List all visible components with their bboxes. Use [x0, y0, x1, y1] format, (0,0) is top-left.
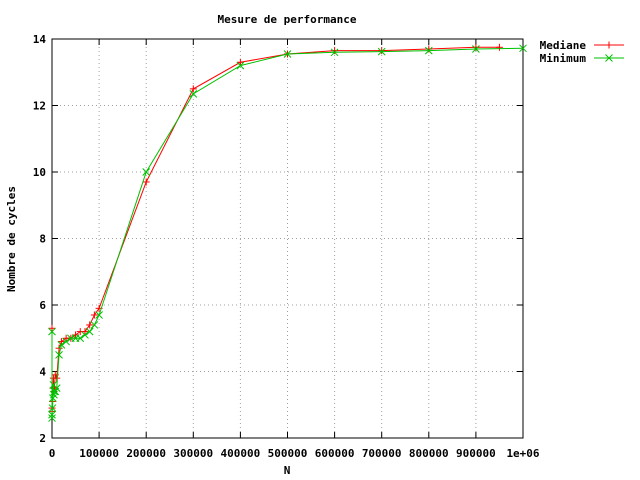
data-point	[90, 311, 98, 319]
data-point	[76, 334, 85, 343]
data-point	[53, 374, 61, 382]
data-point	[57, 341, 66, 349]
data-point	[48, 414, 56, 422]
data-point	[86, 321, 94, 329]
series-mediane	[48, 43, 503, 415]
x-axis-label: N	[284, 464, 291, 477]
data-point	[519, 44, 527, 53]
data-point	[424, 46, 433, 55]
x-tick-label: 400000	[221, 447, 261, 460]
data-point	[283, 50, 292, 58]
data-point	[236, 61, 245, 70]
data-point	[142, 178, 150, 186]
data-point	[85, 327, 94, 336]
data-point	[142, 168, 151, 176]
grid-lines	[52, 39, 523, 438]
y-tick-label: 14	[33, 33, 47, 46]
y-tick-label: 6	[39, 299, 46, 312]
x-tick-label: 900000	[456, 447, 496, 460]
data-point	[605, 41, 613, 49]
x-tick-label: 0	[49, 447, 56, 460]
data-point	[48, 327, 56, 336]
x-tick-label: 100000	[79, 447, 119, 460]
legend-label: Minimum	[540, 52, 587, 65]
data-point	[331, 47, 339, 55]
x-tick-label: 600000	[315, 447, 355, 460]
series-layer	[48, 43, 527, 422]
data-point	[236, 58, 244, 66]
y-tick-label: 12	[33, 100, 46, 113]
data-point	[48, 324, 56, 332]
data-point	[330, 48, 339, 57]
data-point	[377, 47, 386, 56]
data-point	[378, 47, 386, 55]
data-point	[55, 344, 63, 352]
x-tick-label: 200000	[126, 447, 166, 460]
x-tick-label: 700000	[362, 447, 402, 460]
x-tick-label: 800000	[409, 447, 449, 460]
data-point	[81, 328, 89, 336]
data-point	[605, 54, 613, 62]
data-point	[425, 45, 433, 53]
series-minimum	[48, 44, 527, 422]
y-tick-label: 10	[33, 166, 46, 179]
data-point	[55, 351, 63, 359]
axis-ticks: 0 100000 200000 300000 400000 500000 600000 700…	[33, 33, 540, 460]
data-point	[57, 338, 65, 346]
data-point	[189, 90, 198, 98]
y-axis-label: Nombre de cycles	[5, 186, 18, 292]
data-point	[48, 410, 56, 419]
y-tick-label: 4	[39, 366, 46, 379]
plot-frame	[51, 38, 524, 439]
legend-label: Mediane	[540, 39, 587, 52]
data-point	[472, 43, 480, 51]
data-point	[48, 404, 57, 412]
x-tick-label: 300000	[173, 447, 213, 460]
data-point	[72, 331, 80, 339]
data-point	[472, 45, 480, 53]
data-point	[90, 321, 99, 329]
data-point	[62, 337, 70, 346]
y-tick-label: 2	[39, 432, 46, 445]
x-tick-label: 1e+06	[506, 447, 539, 460]
data-point	[81, 331, 89, 339]
x-tick-label: 500000	[268, 447, 308, 460]
chart-title: Mesure de performance	[217, 13, 356, 26]
data-point	[50, 387, 59, 396]
data-point	[495, 43, 503, 51]
data-point	[95, 311, 103, 319]
data-point	[189, 85, 197, 93]
y-tick-label: 8	[39, 233, 46, 246]
data-point	[52, 384, 61, 392]
series-line	[51, 46, 500, 412]
